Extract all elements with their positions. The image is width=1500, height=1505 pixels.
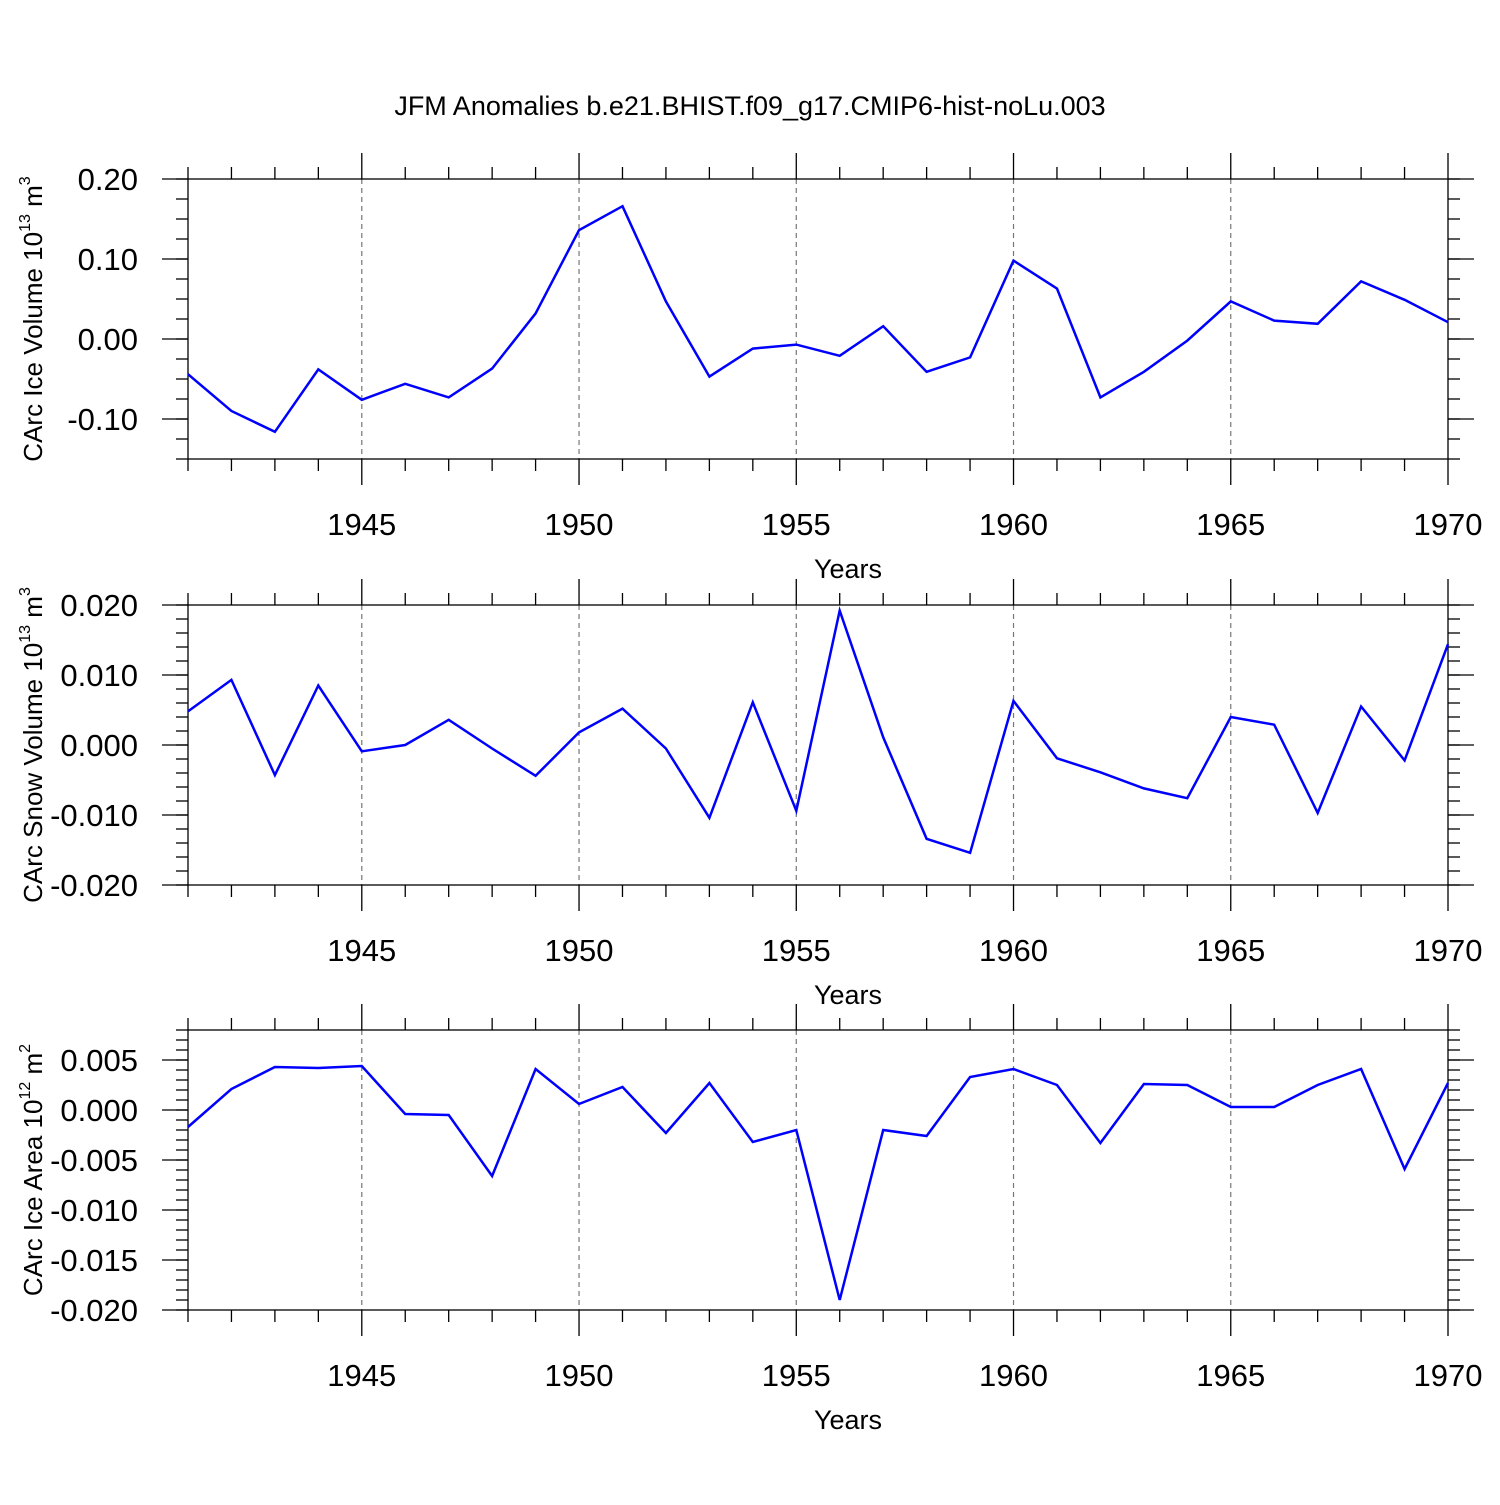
y-tick-label: 0.20: [78, 162, 138, 197]
y-axis-label-unit-exponent: 3: [17, 176, 34, 185]
y-axis-label-unit: m: [18, 596, 48, 625]
y-axis-label-text: CArc Snow Volume 10: [18, 643, 48, 903]
x-tick-label: 1970: [1414, 1358, 1483, 1393]
x-tick-label: 1965: [1196, 933, 1265, 968]
y-tick-label: -0.010: [50, 798, 138, 833]
y-axis-label-exponent: 12: [17, 1082, 34, 1100]
y-axis-label-exponent: 13: [17, 214, 34, 232]
series-line: [187, 1064, 1450, 1301]
plot-frame: [187, 604, 1449, 886]
series-line: [187, 605, 1450, 855]
x-tick-label: 1960: [979, 1358, 1048, 1393]
panel-1: -0.10 0.00 0.10 0.20 1945 1950 1955 1960 1965 197…: [17, 153, 1482, 584]
x-axis-label: Years: [814, 554, 882, 584]
y-tick-label: -0.10: [67, 402, 138, 437]
series-line: [187, 204, 1449, 434]
plot-frame: [187, 1029, 1449, 1311]
y-tick-label: -0.010: [50, 1193, 138, 1228]
x-tick-label: 1960: [979, 507, 1048, 542]
panel-2: -0.020 -0.010 0.000 0.010 0.020 1945 1950 1955 1…: [17, 579, 1482, 1010]
x-tick-label: 1955: [762, 933, 831, 968]
y-tick-label: 0.005: [60, 1043, 138, 1078]
plot-frame: [187, 178, 1449, 460]
x-tick-label: 1965: [1196, 507, 1265, 542]
y-tick-label: 0.00: [78, 322, 138, 357]
x-tick-label: 1960: [979, 933, 1048, 968]
x-tick-label: 1950: [545, 507, 614, 542]
y-tick-label: 0.000: [60, 1093, 138, 1128]
y-axis-label: CArc Snow Volume 1013 m3: [17, 587, 48, 903]
y-tick-label: 0.010: [60, 658, 138, 693]
y-axis-label-unit-exponent: 2: [17, 1044, 34, 1053]
x-tick-label: 1965: [1196, 1358, 1265, 1393]
panel-3: -0.020 -0.015 -0.010 -0.005 0.000 0.005 1945 19…: [17, 1004, 1482, 1435]
y-tick-label: -0.020: [50, 1293, 138, 1328]
x-tick-label: 1950: [545, 933, 614, 968]
chart-title: JFM Anomalies b.e21.BHIST.f09_g17.CMIP6-…: [394, 91, 1105, 121]
y-axis-label-unit: m: [18, 1053, 48, 1082]
x-tick-label: 1955: [762, 1358, 831, 1393]
y-tick-label: 0.10: [78, 242, 138, 277]
x-tick-label: 1955: [762, 507, 831, 542]
x-tick-label: 1950: [545, 1358, 614, 1393]
y-tick-label: 0.020: [60, 588, 138, 623]
y-tick-label: -0.020: [50, 868, 138, 903]
y-axis-label-text: CArc Ice Area 10: [18, 1100, 48, 1297]
y-axis-label: CArc Ice Volume 1013 m3: [17, 176, 48, 461]
x-tick-label: 1970: [1414, 507, 1483, 542]
x-tick-label: 1970: [1414, 933, 1483, 968]
x-tick-label: 1945: [327, 507, 396, 542]
y-axis-label-text: CArc Ice Volume 10: [18, 232, 48, 462]
y-axis-label-unit-exponent: 3: [17, 587, 34, 596]
x-axis-label: Years: [814, 980, 882, 1010]
y-tick-label: -0.015: [50, 1243, 138, 1278]
y-tick-label: 0.000: [60, 728, 138, 763]
y-axis-label-exponent: 13: [17, 625, 34, 643]
y-tick-label: -0.005: [50, 1143, 138, 1178]
x-tick-label: 1945: [327, 1358, 396, 1393]
y-axis-label: CArc Ice Area 1012 m2: [17, 1044, 48, 1296]
x-tick-label: 1945: [327, 933, 396, 968]
y-axis-label-unit: m: [18, 185, 48, 214]
x-axis-label: Years: [814, 1405, 882, 1435]
